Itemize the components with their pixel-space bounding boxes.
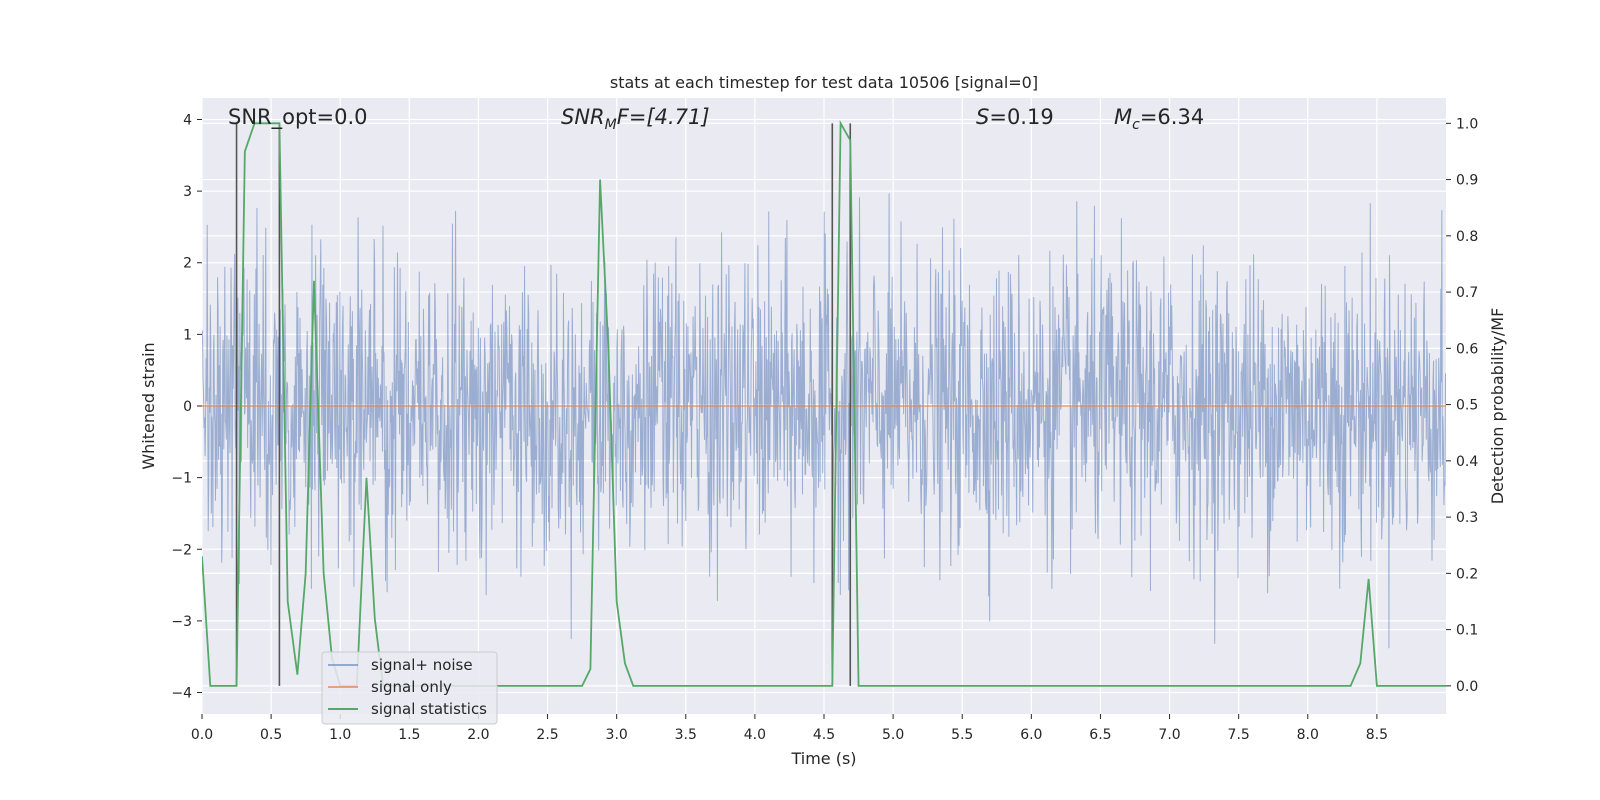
y-right-axis-label: Detection probability/MF <box>1488 308 1507 505</box>
y-right-tick-label: 0.8 <box>1456 229 1478 245</box>
x-tick-label: 3.0 <box>606 727 628 743</box>
x-tick-label: 0.5 <box>260 727 282 743</box>
legend-label-signal-only: signal only <box>371 678 452 696</box>
y-tick-label: −3 <box>171 614 192 630</box>
annotation-mc-subscript: c <box>1132 117 1140 133</box>
annotation-s-value: =0.19 <box>989 105 1053 129</box>
annotation-snr-mf-subscript: M <box>605 117 617 133</box>
series-signal-noise <box>202 193 1446 649</box>
x-tick-label: 1.5 <box>398 727 420 743</box>
annotation-snr-mf: SNRMF=[4.71] <box>561 105 710 133</box>
y-right-tick-label: 0.2 <box>1456 566 1478 582</box>
y-tick-label: 3 <box>183 184 192 200</box>
annotation-snr-opt: SNR_opt=0.0 <box>228 105 368 130</box>
y-tick-label: −4 <box>171 686 192 702</box>
x-tick-label: 5.0 <box>882 727 904 743</box>
legend-label-signal-noise: signal+ noise <box>371 656 473 674</box>
y-tick-label: −2 <box>171 542 192 558</box>
y-right-tick-label: 0.0 <box>1456 679 1478 695</box>
y-right-tick-label: 0.6 <box>1456 341 1478 357</box>
y-right-tick-label: 0.1 <box>1456 623 1478 639</box>
x-tick-label: 8.0 <box>1297 727 1319 743</box>
x-tick-label: 4.0 <box>744 727 766 743</box>
y-tick-label: 0 <box>183 399 192 415</box>
y-tick-label: 2 <box>183 256 192 272</box>
x-tick-label: 4.5 <box>813 727 835 743</box>
annotation-s-symbol: S <box>976 105 989 129</box>
x-tick-label: 1.0 <box>329 727 351 743</box>
x-tick-label: 2.0 <box>467 727 489 743</box>
x-axis-label: Time (s) <box>790 749 856 768</box>
x-tick-label: 7.0 <box>1158 727 1180 743</box>
legend: signal+ noise signal only signal statist… <box>321 651 498 725</box>
y-tick-label: −1 <box>171 471 192 487</box>
ticks: 0.0 0.5 1.0 1.5 2.0 2.5 3.0 3.5 4.0 4.5 5.0 5.5 6.0 6… <box>171 112 1478 743</box>
annotation-mc-symbol: M <box>1114 105 1132 129</box>
x-tick-label: 3.5 <box>675 727 697 743</box>
annotation-mc: Mc=6.34 <box>1114 105 1204 133</box>
y-right-tick-label: 0.5 <box>1456 398 1478 414</box>
y-tick-label: 4 <box>183 112 192 128</box>
x-tick-label: 8.5 <box>1366 727 1388 743</box>
x-tick-label: 2.5 <box>536 727 558 743</box>
y-right-tick-label: 0.7 <box>1456 285 1478 301</box>
y-right-tick-label: 0.3 <box>1456 510 1478 526</box>
y-tick-label: 1 <box>183 327 192 343</box>
annotation-mc-value: =6.34 <box>1140 105 1204 129</box>
legend-label-signal-statistics: signal statistics <box>371 700 487 718</box>
y-right-tick-label: 0.4 <box>1456 454 1478 470</box>
annotation-snr-mf-value: F=[4.71] <box>617 105 710 129</box>
y-axis-label: Whitened strain <box>139 342 158 469</box>
y-right-tick-label: 0.9 <box>1456 173 1478 189</box>
legend-box <box>321 651 498 725</box>
x-tick-label: 5.5 <box>951 727 973 743</box>
x-tick-label: 0.0 <box>191 727 213 743</box>
chart-title: stats at each timestep for test data 105… <box>610 73 1038 92</box>
y-right-tick-label: 1.0 <box>1456 116 1478 132</box>
x-tick-label: 6.5 <box>1089 727 1111 743</box>
annotation-snr-mf-symbol: SNR <box>561 105 605 129</box>
x-tick-label: 6.0 <box>1020 727 1042 743</box>
annotation-s: S=0.19 <box>976 105 1054 129</box>
x-tick-label: 7.5 <box>1228 727 1250 743</box>
